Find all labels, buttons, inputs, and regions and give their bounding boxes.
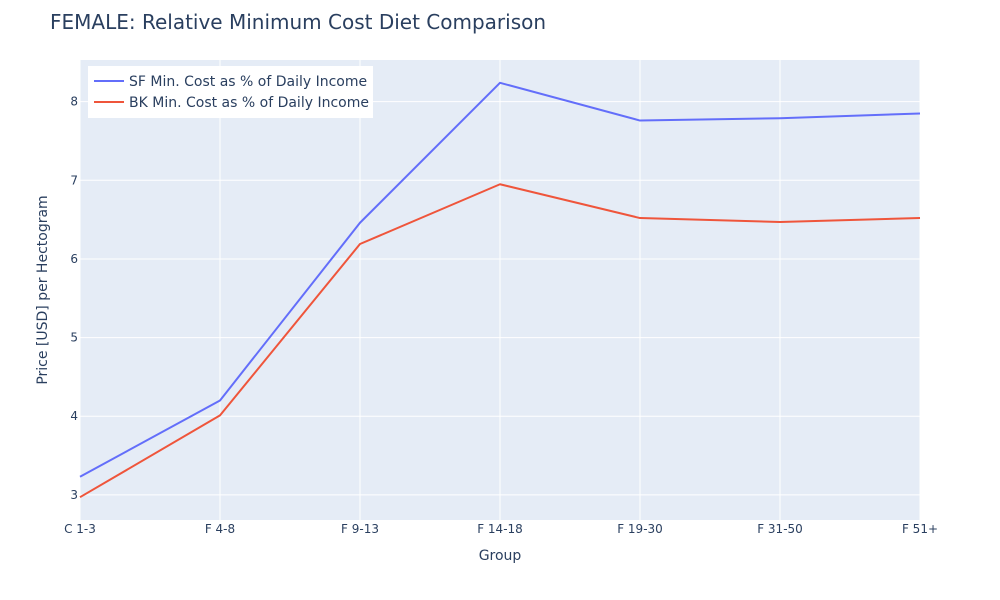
legend-label[interactable]: SF Min. Cost as % of Daily Income (129, 74, 367, 90)
y-tick-label: 7 (70, 173, 78, 187)
x-tick-label: F 9-13 (341, 522, 379, 536)
y-axis-ticks: 3 4 5 6 7 8 (70, 95, 78, 502)
x-tick-label: F 19-30 (617, 522, 663, 536)
y-tick-label: 6 (70, 252, 78, 266)
series-lines (79, 81, 921, 499)
x-tick-label: F 31-50 (757, 522, 803, 536)
legend-label[interactable]: BK Min. Cost as % of Daily Income (129, 95, 369, 111)
y-axis-title: Price [USD] per Hectogram (35, 195, 51, 384)
y-tick-label: 8 (70, 95, 78, 109)
x-tick-label: F 4-8 (205, 522, 235, 536)
x-axis-title: Group (479, 548, 522, 564)
chart-title: FEMALE: Relative Minimum Cost Diet Compa… (50, 10, 547, 34)
y-tick-label: 4 (70, 409, 78, 423)
x-tick-label: F 14-18 (477, 522, 523, 536)
x-tick-label: F 51+ (902, 522, 938, 536)
series-line[interactable] (79, 183, 921, 499)
y-tick-label: 3 (70, 488, 78, 502)
y-tick-label: 5 (70, 331, 78, 345)
legend-box (88, 66, 373, 118)
legend[interactable]: SF Min. Cost as % of Daily Income BK Min.… (88, 66, 373, 118)
x-axis-ticks: C 1-3 F 4-8 F 9-13 F 14-18 F 19-30 F 31-50 F 5… (64, 522, 938, 536)
series-line[interactable] (79, 81, 921, 478)
x-tick-label: C 1-3 (64, 522, 96, 536)
